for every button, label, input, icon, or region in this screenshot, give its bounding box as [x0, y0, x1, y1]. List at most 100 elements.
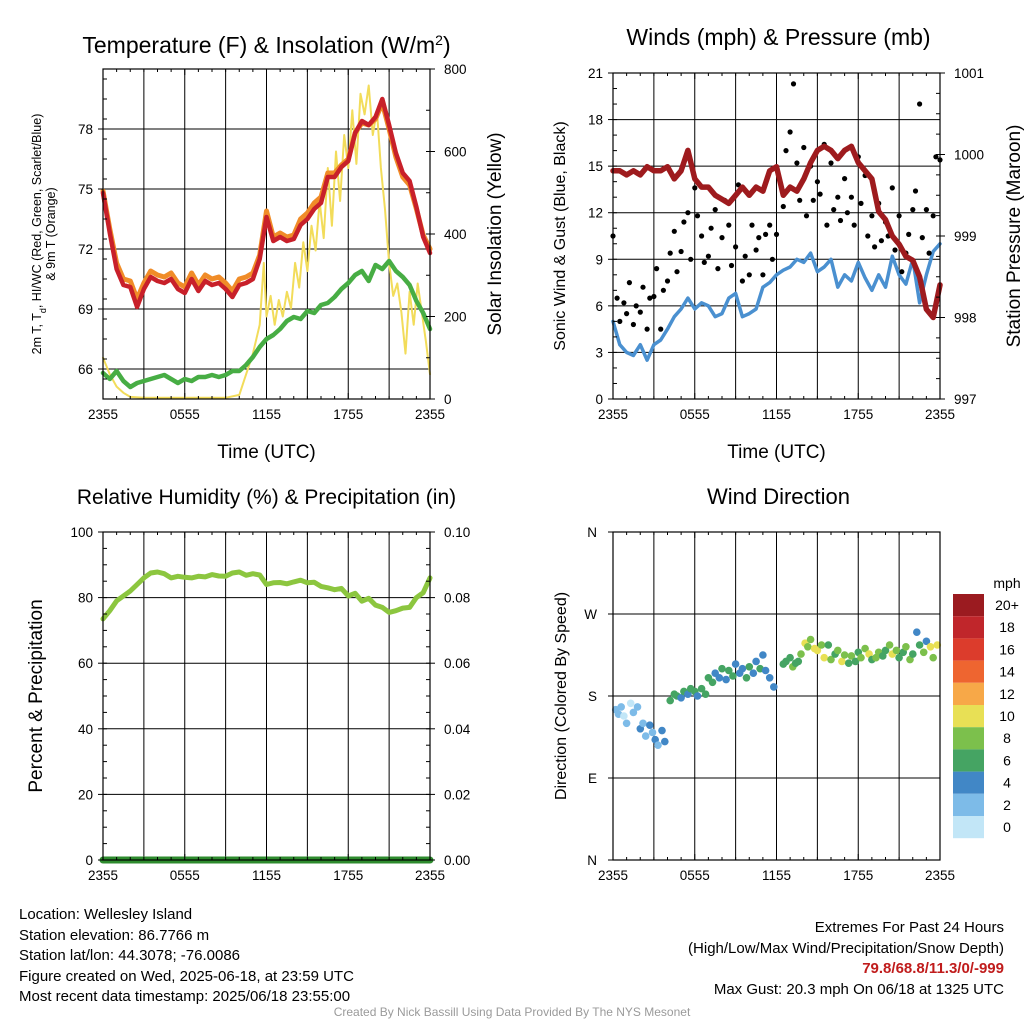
gust-point — [899, 269, 905, 275]
direction-point — [813, 646, 822, 655]
right-y-tick-label: 800 — [444, 62, 467, 77]
direction-point — [725, 666, 733, 675]
colorbar-swatch — [953, 793, 984, 816]
gust-point — [923, 207, 930, 213]
direction-point — [820, 653, 828, 662]
colorbar-label: 4 — [1003, 775, 1011, 791]
x-axis-label: Time (UTC) — [217, 442, 316, 463]
gust-point — [917, 101, 923, 107]
gust-point — [705, 253, 712, 259]
gust-point — [746, 272, 752, 278]
y-tick-label: 18 — [588, 113, 603, 128]
station-elevation: Station elevation: 86.7766 m — [19, 926, 210, 944]
green-dewpoint-line — [100, 258, 433, 390]
gust-point — [837, 217, 844, 224]
left-y-axis-label-line2: & 9m T (Orange) — [44, 187, 58, 280]
direction-point — [895, 653, 903, 662]
gust-point — [667, 250, 673, 256]
gust-point — [678, 248, 684, 255]
gust-point — [910, 207, 916, 213]
y-tick-label: 15 — [588, 159, 603, 174]
x-tick-label: 2355 — [88, 407, 118, 422]
gust-point — [848, 194, 855, 200]
direction-point — [794, 657, 803, 666]
x-tick-label: 1155 — [252, 868, 281, 883]
direction-point — [804, 643, 812, 651]
gust-point — [688, 256, 694, 262]
gust-point — [797, 197, 803, 203]
direction-point — [731, 660, 740, 668]
gust-point — [633, 303, 639, 309]
x-tick-label: 0555 — [680, 407, 710, 422]
red-2m-temp-line — [100, 96, 433, 310]
station-latlon: Station lat/lon: 44.3078; -76.0086 — [19, 947, 241, 964]
right-y-tick-label: 0.00 — [444, 853, 470, 868]
gust-point — [933, 154, 939, 160]
winds-pressure-panel: 2355 0555 1155 1755 235503691215182199799899… — [552, 24, 1024, 463]
gust-point — [626, 280, 633, 286]
x-tick-label: 1755 — [843, 407, 873, 422]
y-tick-label: 0 — [595, 392, 603, 407]
gust-point — [681, 219, 687, 225]
x-axis-label: Time (UTC) — [727, 442, 826, 463]
colorbar-swatch — [953, 594, 984, 617]
direction-point — [745, 663, 754, 671]
left-y-axis-label: 2m T, Td, HI/WC (Red, Green, Scarlet/Blu… — [30, 114, 48, 355]
gust-point — [783, 148, 789, 154]
gust-point — [644, 326, 650, 332]
gust-point — [671, 228, 677, 234]
direction-point — [761, 666, 770, 675]
direction-point — [641, 732, 650, 740]
direction-point — [701, 690, 710, 698]
direction-point — [765, 674, 774, 682]
gust-point — [831, 207, 837, 213]
direction-point — [749, 669, 758, 677]
gust-point — [896, 213, 902, 219]
direction-point — [786, 653, 794, 662]
extremes-values: 79.8/68.8/11.3/0/-999 — [862, 960, 1004, 977]
gust-point — [630, 321, 637, 328]
direction-point — [844, 659, 853, 667]
gust-point — [773, 231, 780, 237]
wind-direction-title: Wind Direction — [707, 484, 850, 509]
gust-point — [842, 176, 848, 182]
right-y-tick-label: 998 — [954, 311, 977, 326]
y-tick-label: 100 — [70, 525, 93, 540]
colorbar-swatch — [953, 638, 984, 661]
gust-point — [872, 244, 878, 250]
right-y-axis-label: Solar Insolation (Yellow) — [485, 132, 506, 335]
gust-point — [828, 160, 834, 166]
gust-point — [701, 259, 707, 265]
gust-point — [794, 160, 800, 166]
gust-point — [760, 272, 766, 278]
colorbar-swatch — [953, 616, 984, 639]
x-tick-label: 0555 — [170, 868, 200, 883]
gust-point — [624, 311, 630, 317]
gust-point — [728, 262, 735, 269]
gust-point — [637, 309, 643, 315]
winds-title: Winds (mph) & Pressure (mb) — [626, 24, 930, 50]
blue-wind-speed-line — [611, 242, 942, 362]
gust-point — [780, 203, 786, 210]
gust-point — [824, 222, 830, 228]
colorbar-label: 20+ — [995, 597, 1019, 613]
y-tick-label: 72 — [78, 242, 93, 257]
gust-point — [767, 222, 773, 228]
gust-point — [712, 207, 718, 213]
x-tick-label: 2355 — [598, 868, 628, 883]
gust-point — [817, 191, 823, 197]
direction-point — [824, 641, 833, 649]
gust-point — [912, 188, 919, 194]
gust-point — [719, 235, 725, 241]
gust-point — [858, 200, 864, 206]
x-tick-label: 2355 — [598, 407, 628, 422]
extremes-panel: Extremes For Past 24 Hours (High/Low/Max… — [688, 918, 1004, 1000]
colorbar-swatch — [953, 771, 984, 794]
direction-point — [654, 741, 662, 749]
right-y-tick-label: 200 — [444, 310, 467, 325]
direction-point — [861, 644, 869, 653]
gust-point — [640, 284, 646, 290]
direction-point — [729, 672, 737, 680]
